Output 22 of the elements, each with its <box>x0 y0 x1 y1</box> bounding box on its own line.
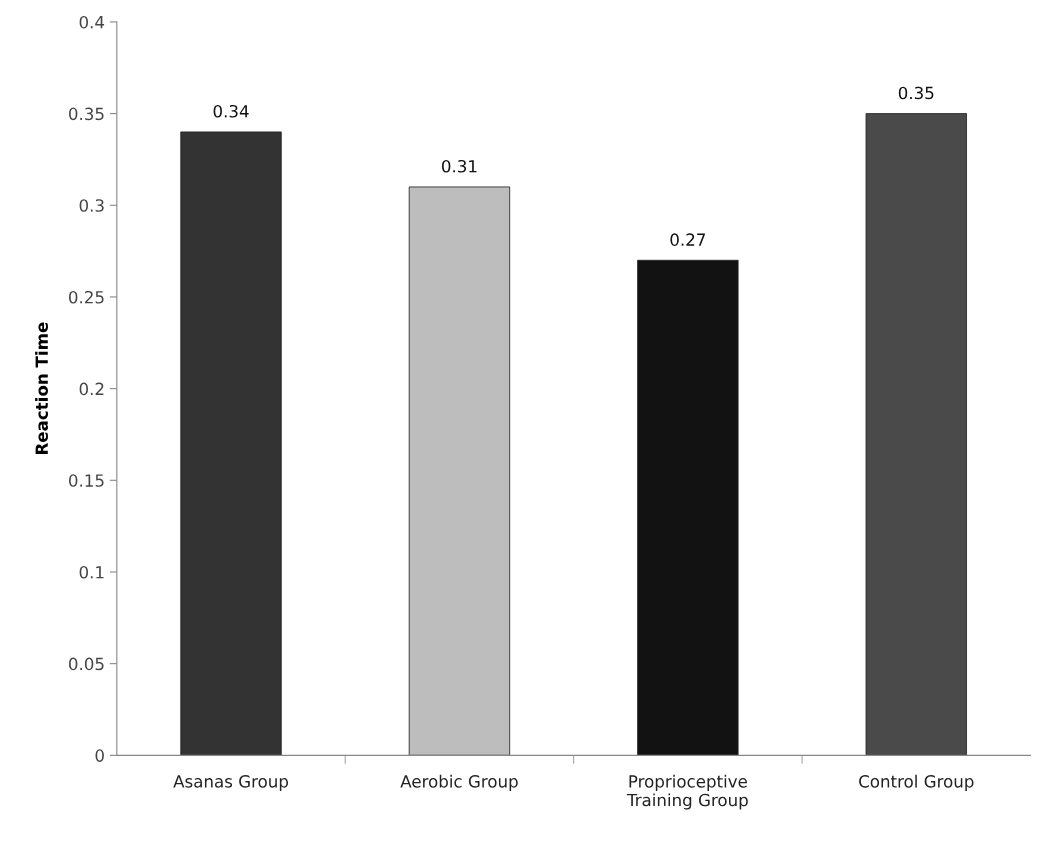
y-tick-label: 0.2 <box>79 382 104 396</box>
bar <box>865 113 967 756</box>
data-label: 0.27 <box>670 233 705 246</box>
y-tick-label: 0.15 <box>69 474 104 487</box>
x-tick-label: Aerobic Group <box>400 774 518 791</box>
y-tick-label: 0.3 <box>79 199 104 212</box>
data-label: 0.35 <box>898 86 934 100</box>
y-tick-label: 0.1 <box>79 565 104 579</box>
bar <box>637 259 739 756</box>
y-tick-label: 0.35 <box>69 107 104 121</box>
y-axis-title: Reaction Time <box>35 322 49 454</box>
y-tick-label: 0.25 <box>69 290 104 304</box>
x-tick-label: Control Group <box>859 774 974 791</box>
x-tick-label: Asanas Group <box>173 775 289 791</box>
y-tick-label: 0.05 <box>69 657 104 671</box>
x-tick-label: Proprioceptive Training Group <box>626 774 748 810</box>
bar <box>408 186 511 756</box>
y-tick-label: 0 <box>95 749 104 762</box>
y-tick-label: 0.4 <box>79 15 105 29</box>
data-label: 0.34 <box>213 104 249 118</box>
data-label: 0.31 <box>441 159 477 173</box>
bar <box>180 131 282 756</box>
